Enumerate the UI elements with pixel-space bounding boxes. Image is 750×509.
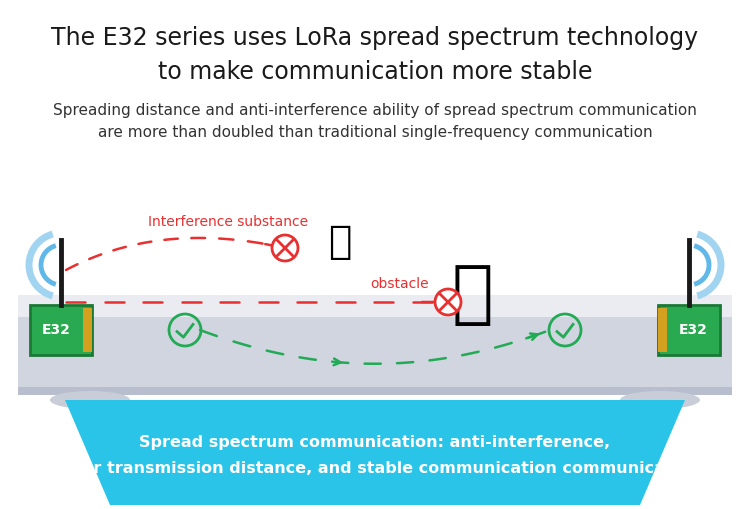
Text: E32: E32 <box>679 323 708 337</box>
Text: to make communication more stable: to make communication more stable <box>158 60 592 84</box>
FancyBboxPatch shape <box>30 305 92 355</box>
FancyBboxPatch shape <box>18 295 732 317</box>
FancyBboxPatch shape <box>658 305 720 355</box>
Text: Interference substance: Interference substance <box>148 215 308 229</box>
Text: obstacle: obstacle <box>370 277 429 291</box>
Text: E32: E32 <box>42 323 71 337</box>
Bar <box>658 308 667 352</box>
FancyBboxPatch shape <box>18 387 732 395</box>
Polygon shape <box>65 400 685 505</box>
Text: are more than doubled than traditional single-frequency communication: are more than doubled than traditional s… <box>98 125 652 139</box>
Text: longer transmission distance, and stable communication communication.: longer transmission distance, and stable… <box>43 461 706 475</box>
Bar <box>83 308 92 352</box>
Ellipse shape <box>50 391 130 409</box>
FancyBboxPatch shape <box>18 317 732 387</box>
Text: The E32 series uses LoRa spread spectrum technology: The E32 series uses LoRa spread spectrum… <box>52 26 698 50</box>
Text: Spread spectrum communication: anti-interference,: Spread spectrum communication: anti-inte… <box>140 436 610 450</box>
Circle shape <box>435 289 461 315</box>
Ellipse shape <box>620 391 700 409</box>
Text: 🌩: 🌩 <box>328 223 352 261</box>
Text: Spreading distance and anti-interference ability of spread spectrum communicatio: Spreading distance and anti-interference… <box>53 102 697 118</box>
Circle shape <box>272 235 298 261</box>
Text: 🏗: 🏗 <box>452 262 493 328</box>
